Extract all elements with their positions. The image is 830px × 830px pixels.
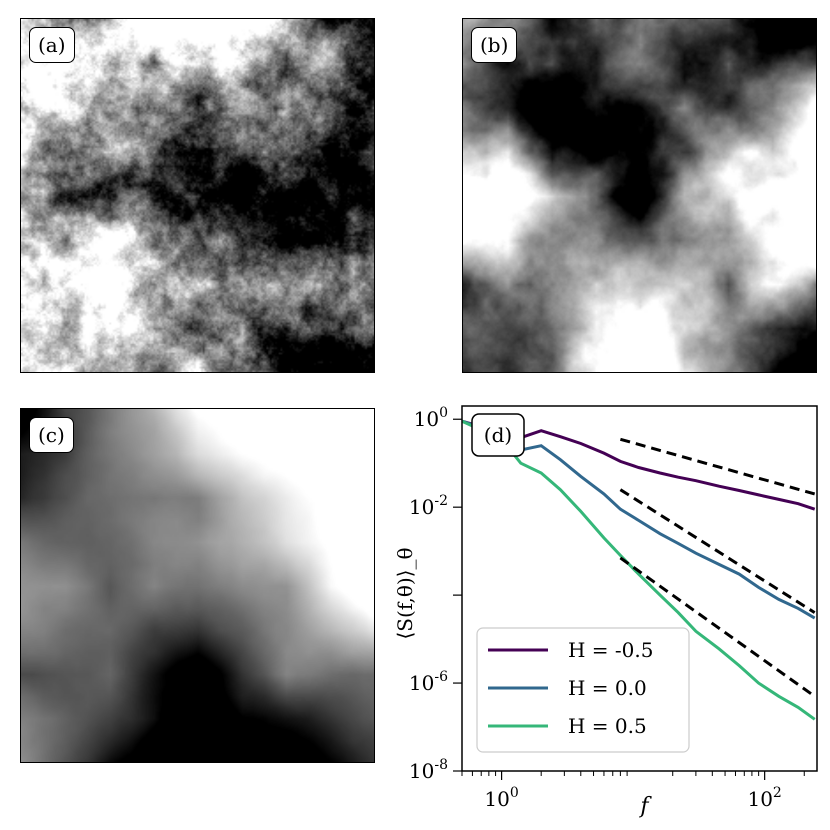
series-line-2 bbox=[462, 419, 816, 721]
reference-line-0 bbox=[619, 437, 816, 496]
noise-image-b: (b) bbox=[462, 18, 817, 373]
panel-label-b: (b) bbox=[471, 27, 518, 63]
x-axis-label: f bbox=[638, 794, 652, 819]
noise-canvas-c bbox=[21, 409, 374, 762]
x-tick-label-1: 102 bbox=[747, 785, 781, 811]
series-line-0 bbox=[462, 419, 816, 511]
y-axis-label: ⟨S(f,θ)⟩_θ bbox=[393, 547, 417, 639]
legend-label-2: H = 0.5 bbox=[568, 714, 647, 738]
y-tick-label-3: 10-6 bbox=[409, 669, 448, 695]
reference-line-1 bbox=[619, 488, 816, 614]
panel-label-d: (d) bbox=[471, 413, 525, 457]
plot-frame bbox=[461, 405, 818, 772]
noise-image-c: (c) bbox=[20, 408, 375, 763]
legend-label-0: H = -0.5 bbox=[568, 638, 653, 662]
y-tick-label-1: 10-2 bbox=[409, 493, 448, 519]
noise-image-a: (a) bbox=[20, 18, 375, 373]
panel-label-c: (c) bbox=[29, 417, 74, 453]
series-line-1 bbox=[462, 419, 816, 620]
noise-canvas-b bbox=[463, 19, 816, 372]
panel-label-a: (a) bbox=[29, 27, 75, 63]
reference-line-2 bbox=[619, 556, 816, 698]
x-tick-label-0: 100 bbox=[484, 785, 518, 811]
noise-canvas-a bbox=[21, 19, 374, 372]
y-tick-label-0: 100 bbox=[414, 405, 448, 431]
y-tick-label-4: 10-8 bbox=[409, 757, 448, 783]
svg-text:(d): (d) bbox=[484, 423, 512, 447]
legend-label-1: H = 0.0 bbox=[568, 676, 647, 700]
legend-box bbox=[476, 627, 690, 753]
